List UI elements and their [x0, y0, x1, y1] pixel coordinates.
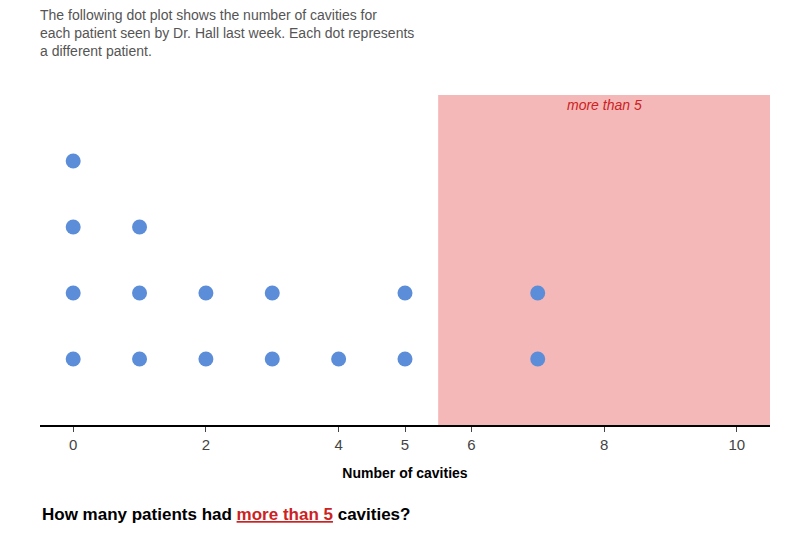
svg-text:more than 5: more than 5: [567, 97, 642, 113]
svg-text:The following dot plot shows t: The following dot plot shows the number …: [40, 7, 414, 59]
svg-text:10: 10: [728, 436, 745, 453]
svg-text:2: 2: [202, 436, 210, 453]
svg-text:Number of cavities: Number of cavities: [342, 465, 467, 481]
svg-text:0: 0: [69, 436, 77, 453]
svg-text:5: 5: [401, 436, 409, 453]
svg-text:6: 6: [467, 436, 475, 453]
svg-text:8: 8: [600, 436, 608, 453]
svg-text:How many patients had more tha: How many patients had more than 5 caviti…: [42, 505, 410, 524]
svg-text:4: 4: [334, 436, 342, 453]
